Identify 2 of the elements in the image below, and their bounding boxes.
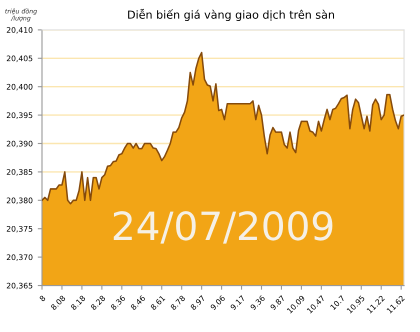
chart-title: Diễn biến giá vàng giao dịch trên sàn [128,8,334,21]
annotation: 24/07/2009 [114,211,332,244]
